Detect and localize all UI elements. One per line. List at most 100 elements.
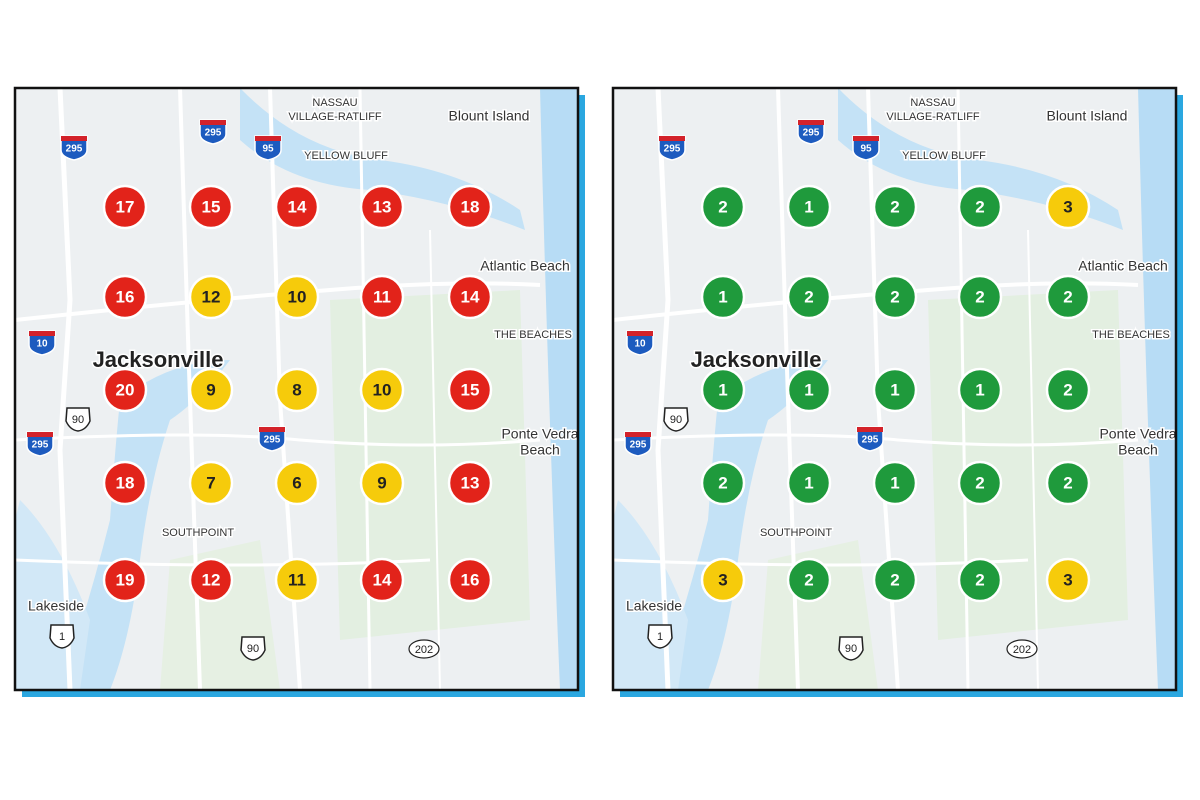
marker-value: 1 <box>975 380 984 399</box>
road <box>613 433 1139 447</box>
grid-marker: 12 <box>188 557 234 603</box>
grid-marker: 2 <box>957 184 1003 230</box>
us-shield <box>49 624 75 649</box>
marker-circle <box>700 367 746 413</box>
us-shield <box>838 636 864 661</box>
marker-value: 14 <box>461 287 480 306</box>
interstate-shield <box>26 431 54 457</box>
grid-marker: 2 <box>700 460 746 506</box>
marker-value: 14 <box>373 570 392 589</box>
shield-number: 90 <box>670 414 682 426</box>
marker-value: 10 <box>288 287 307 306</box>
state-shield <box>408 639 440 659</box>
grid-marker: 10 <box>274 274 320 320</box>
us-shield <box>65 407 91 432</box>
grid-marker: 2 <box>1045 367 1091 413</box>
route-shield: 1 <box>647 624 673 649</box>
park-area <box>330 290 530 640</box>
marker-circle <box>188 184 234 230</box>
marker-value: 2 <box>1063 380 1072 399</box>
interstate-shield <box>852 135 880 161</box>
marker-value: 16 <box>461 570 480 589</box>
marker-circle <box>700 557 746 603</box>
marker-circle <box>957 184 1003 230</box>
marker-value: 19 <box>116 570 135 589</box>
interstate-band <box>29 331 55 336</box>
marker-value: 1 <box>890 380 899 399</box>
place-label: Blount Island <box>449 108 530 124</box>
marker-circle <box>786 184 832 230</box>
place-label: VILLAGE-RATLIFF <box>288 111 382 123</box>
road <box>655 88 671 690</box>
marker-value: 2 <box>890 287 899 306</box>
shield-number: 1 <box>657 631 663 643</box>
grid-marker: 2 <box>872 274 918 320</box>
interstate-band <box>659 136 685 141</box>
route-shield: 90 <box>240 636 266 661</box>
grid-marker: 15 <box>188 184 234 230</box>
grid-marker: 16 <box>447 557 493 603</box>
marker-value: 12 <box>202 570 221 589</box>
marker-value: 18 <box>461 197 480 216</box>
grid-marker: 13 <box>359 184 405 230</box>
interstate-band <box>259 427 285 432</box>
road <box>57 88 73 690</box>
shield-number: 1 <box>59 631 65 643</box>
grid-marker: 13 <box>447 460 493 506</box>
grid-marker: 18 <box>447 184 493 230</box>
marker-circle <box>700 460 746 506</box>
marker-circle <box>188 460 234 506</box>
shield-number: 95 <box>860 144 872 155</box>
grid-marker: 16 <box>102 274 148 320</box>
marker-circle <box>700 274 746 320</box>
marker-value: 1 <box>890 473 899 492</box>
interstate-band <box>857 427 883 432</box>
grid-marker: 1 <box>700 274 746 320</box>
grid-marker: 18 <box>102 460 148 506</box>
grid-marker: 1 <box>700 367 746 413</box>
route-shield: 10 <box>626 330 654 356</box>
marker-circle <box>872 460 918 506</box>
marker-value: 7 <box>206 473 215 492</box>
shield-number: 10 <box>634 339 646 350</box>
marker-value: 1 <box>804 197 813 216</box>
interstate-band <box>27 432 53 437</box>
interstate-shield <box>258 426 286 452</box>
grid-marker: 9 <box>359 460 405 506</box>
marker-circle <box>786 274 832 320</box>
grid-marker: 2 <box>957 460 1003 506</box>
place-label: VILLAGE-RATLIFF <box>886 111 980 123</box>
marker-circle <box>274 274 320 320</box>
grid-marker: 1 <box>957 367 1003 413</box>
marker-value: 9 <box>377 473 386 492</box>
marker-value: 3 <box>1063 570 1072 589</box>
grid-marker: 3 <box>700 557 746 603</box>
shield-number: 90 <box>845 643 857 655</box>
shield-number: 90 <box>247 643 259 655</box>
marker-circle <box>447 367 493 413</box>
road <box>15 433 541 447</box>
marker-value: 2 <box>1063 473 1072 492</box>
grid-marker: 2 <box>1045 274 1091 320</box>
marker-circle <box>102 460 148 506</box>
marker-value: 2 <box>718 473 727 492</box>
marker-circle <box>957 274 1003 320</box>
us-shield <box>663 407 689 432</box>
interstate-shield <box>626 330 654 356</box>
shield-number: 295 <box>630 440 647 451</box>
river <box>60 360 230 690</box>
road <box>429 229 441 690</box>
grid-marker: 15 <box>447 367 493 413</box>
place-label: Blount Island <box>1047 108 1128 124</box>
grid-marker: 11 <box>359 274 405 320</box>
marker-value: 2 <box>890 197 899 216</box>
route-shield: 202 <box>1006 639 1038 659</box>
marker-value: 16 <box>116 287 135 306</box>
interstate-band <box>625 432 651 437</box>
place-label: Atlantic Beach <box>480 258 570 274</box>
interstate-band <box>255 136 281 141</box>
marker-circle <box>188 367 234 413</box>
marker-circle <box>274 460 320 506</box>
marker-circle <box>102 557 148 603</box>
marker-circle <box>1045 184 1091 230</box>
